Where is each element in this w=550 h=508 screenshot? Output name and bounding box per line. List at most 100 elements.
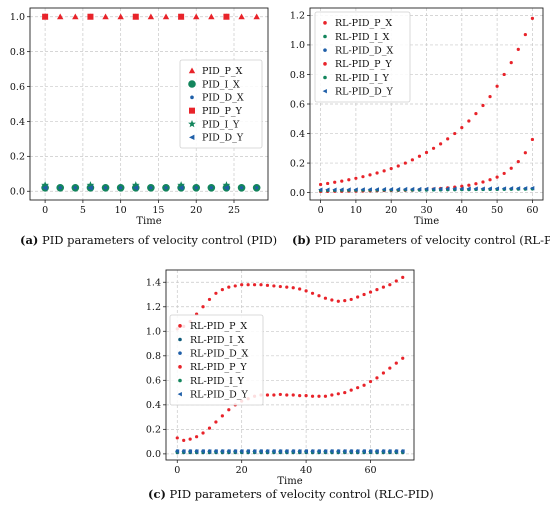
legend-marker <box>178 351 182 355</box>
data-point <box>474 112 478 116</box>
legend-label: RL-PID_P_Y <box>190 362 247 373</box>
data-point <box>201 305 205 309</box>
data-point <box>387 449 392 454</box>
data-point <box>209 186 213 190</box>
data-point <box>298 287 302 291</box>
data-point <box>381 285 386 289</box>
y-tick-label: 1.0 <box>290 40 305 51</box>
data-point <box>310 449 315 454</box>
series-RL-PID_D_Y <box>174 449 405 454</box>
caption-c-tag: (c) <box>148 487 166 501</box>
data-point <box>132 13 139 20</box>
data-point <box>187 449 193 454</box>
data-point <box>502 171 506 176</box>
x-tick-label: 5 <box>80 205 86 216</box>
data-point <box>278 392 282 397</box>
data-point <box>467 119 471 123</box>
x-tick-label: 15 <box>152 205 164 216</box>
y-tick-label: 0.0 <box>290 188 305 199</box>
legend-label: RL-PID_P_X <box>335 18 392 29</box>
y-tick-label: 0.0 <box>10 187 25 198</box>
data-point <box>102 13 109 20</box>
x-axis-label: Time <box>277 476 302 484</box>
legend-label: PID_D_Y <box>202 133 244 144</box>
x-tick-label: 30 <box>420 205 432 216</box>
data-point <box>325 187 330 192</box>
x-tick-label: 20 <box>385 205 397 216</box>
data-point <box>277 449 283 454</box>
data-point <box>362 292 366 297</box>
data-point <box>240 283 244 287</box>
y-tick-label: 0.8 <box>10 47 25 58</box>
data-point <box>459 186 464 191</box>
data-point <box>207 449 212 454</box>
data-point <box>178 185 184 191</box>
data-point <box>188 437 192 441</box>
y-tick-label: 1.2 <box>146 302 161 313</box>
data-point <box>488 178 492 182</box>
data-point <box>343 390 347 395</box>
data-point <box>323 296 328 300</box>
x-axis-label: Time <box>414 216 439 227</box>
y-tick-label: 0.4 <box>146 400 161 411</box>
caption-b-text: PID parameters of velocity control (RL-P… <box>314 233 550 247</box>
data-point <box>395 187 401 192</box>
data-point <box>194 186 198 190</box>
data-point <box>495 84 499 88</box>
data-point <box>509 166 513 170</box>
legend-label: PID_D_X <box>202 93 244 104</box>
data-point <box>368 290 373 294</box>
legend-label: RL-PID_D_X <box>190 348 249 359</box>
data-point <box>255 186 259 190</box>
legend-label: RL-PID_P_X <box>190 321 247 332</box>
data-point <box>375 171 379 175</box>
chart-b-svg: 0 10 20 30 40 50 60 0.0 0.2 0.4 0.6 0.8 1.0 1.2 Time RL… <box>290 7 544 227</box>
data-point <box>177 181 185 189</box>
data-point <box>265 449 270 454</box>
legend-box <box>169 314 264 406</box>
legend-label: RL-PID_D_Y <box>335 86 394 97</box>
caption-a: (a) PID parameters of velocity control (… <box>20 233 277 247</box>
x-tick-label: 50 <box>491 205 503 216</box>
x-tick-label: 10 <box>350 205 362 216</box>
data-point <box>400 449 405 454</box>
series-RL-PID_D_Y <box>318 186 535 192</box>
data-point <box>194 435 199 439</box>
data-point <box>530 186 535 191</box>
x-tick-label: 0 <box>174 465 180 476</box>
data-point <box>265 283 270 287</box>
data-point <box>487 186 492 191</box>
data-point <box>298 394 302 398</box>
data-point <box>220 414 224 418</box>
legend-label: RL-PID_P_Y <box>335 59 392 70</box>
data-point <box>381 449 386 454</box>
legend-marker <box>322 89 327 94</box>
data-point <box>362 383 366 387</box>
legend-marker <box>189 134 195 141</box>
data-point <box>329 449 334 454</box>
data-point <box>515 186 521 191</box>
caption-a-tag: (a) <box>20 233 39 247</box>
legend-label: RL-PID_D_X <box>335 45 394 56</box>
legend-marker <box>189 107 195 114</box>
y-tick-label: 1.0 <box>10 12 25 23</box>
data-point <box>214 420 218 424</box>
x-tick-label: 10 <box>115 205 127 216</box>
data-point <box>310 291 315 295</box>
data-point <box>252 283 257 287</box>
data-point <box>401 275 405 279</box>
data-point <box>226 449 231 454</box>
data-point <box>431 146 436 150</box>
data-point <box>103 186 108 190</box>
data-point <box>272 393 276 397</box>
legend-label: RL-PID_I_Y <box>190 376 245 387</box>
x-axis-label: Time <box>136 216 161 227</box>
data-point <box>278 284 282 289</box>
data-point <box>246 283 250 287</box>
data-point <box>200 449 205 454</box>
data-point <box>223 13 230 20</box>
legend-marker <box>177 392 182 397</box>
data-point <box>481 180 485 184</box>
data-point <box>73 186 77 190</box>
data-point <box>147 13 155 20</box>
